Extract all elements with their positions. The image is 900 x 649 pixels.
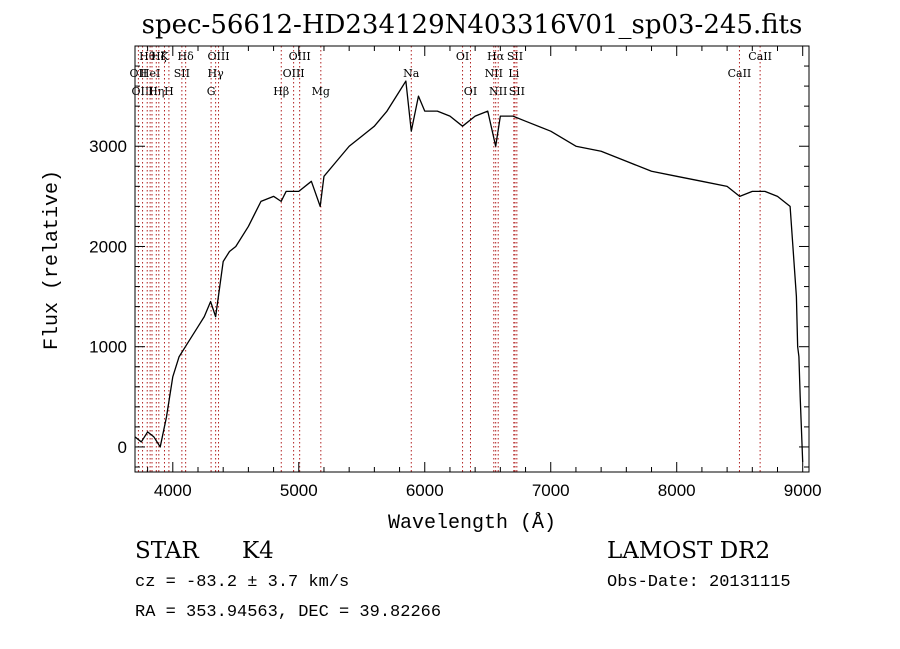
line-label: SII [507,50,523,63]
y-tick-label: 3000 [89,137,127,156]
spectrum-chart: spec-56612-HD234129N403316V01_sp03-245.f… [41,10,822,535]
x-tick-label: 4000 [154,481,192,500]
line-label: H [164,85,174,98]
line-label: NII [485,67,503,80]
object-class: STAR [135,538,199,564]
object-subclass: K4 [242,538,274,564]
line-label: Hα [487,50,505,63]
x-tick-label: 5000 [280,481,318,500]
observation-date: Obs-Date: 20131115 [607,573,791,592]
y-tick-label: 0 [118,438,127,457]
x-tick-label: 8000 [658,481,696,500]
line-label: SII [174,67,190,80]
line-label: OIII [283,67,305,80]
line-label: OIII [132,85,154,98]
line-label: G [207,85,216,98]
line-label: OIII [207,50,229,63]
plot-frame [134,45,810,473]
y-axis-label: Flux (relative) [41,170,64,350]
line-label: NII [489,85,507,98]
spectrum-line [134,80,804,463]
axes: 4000 5000 6000 7000 8000 9000 0 1000 2000 3000 [89,46,822,500]
line-label: OI [464,85,477,98]
survey-name: LAMOST DR2 [607,538,771,564]
spectrum-series [134,80,804,463]
line-label: Na [403,67,420,80]
x-tick-label: 7000 [532,481,570,500]
line-label: Hη [148,85,164,98]
x-tick-label: 6000 [406,481,444,500]
line-label: Li [508,67,519,80]
line-label: CaII [728,67,752,80]
chart-title: spec-56612-HD234129N403316V01_sp03-245.f… [142,10,803,40]
line-label: Mg [312,85,330,98]
ra-dec-coordinates: RA = 353.94563, DEC = 39.82266 [135,603,442,622]
line-label: Hδ [178,50,195,63]
line-label: K [160,50,169,63]
redshift-velocity: cz = -83.2 ± 3.7 km/s [135,573,350,592]
x-tick-label: 9000 [784,481,822,500]
line-label: CaII [748,50,772,63]
line-label: Hβ [273,85,289,98]
emission-line-markers: OIIOIIIHθHeIHηHζKHSIIHδGHγOIIIHβOIIIOIII… [130,46,772,472]
line-label: OI [456,50,469,63]
y-tick-label: 1000 [89,338,127,357]
x-axis-label: Wavelength (Å) [388,512,556,535]
line-label: Hθ [139,50,156,63]
line-label: Hζ [151,50,167,63]
line-label: SII [509,85,525,98]
line-label: OIII [289,50,311,63]
line-label: HeI [140,67,160,80]
line-label: Hγ [208,67,225,80]
y-tick-label: 2000 [89,237,127,256]
